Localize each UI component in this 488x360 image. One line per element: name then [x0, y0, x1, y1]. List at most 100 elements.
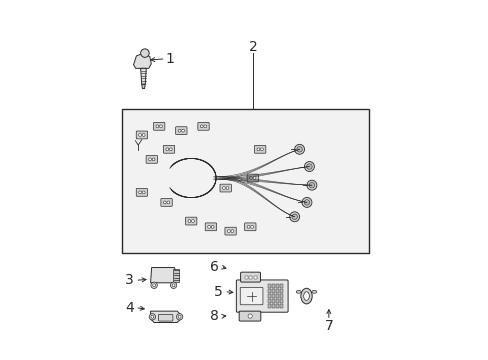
Circle shape — [291, 214, 297, 220]
Bar — [267, 284, 270, 288]
FancyBboxPatch shape — [185, 217, 197, 225]
Circle shape — [191, 220, 194, 222]
Bar — [271, 304, 274, 307]
Circle shape — [139, 134, 142, 136]
Bar — [267, 294, 270, 298]
FancyBboxPatch shape — [158, 314, 173, 321]
Bar — [267, 304, 270, 307]
Polygon shape — [141, 68, 146, 84]
Bar — [276, 294, 279, 298]
Bar — [267, 289, 270, 293]
Bar — [280, 294, 283, 298]
Bar — [271, 289, 274, 293]
Circle shape — [182, 129, 184, 132]
Circle shape — [246, 225, 249, 228]
Circle shape — [250, 225, 253, 228]
Bar — [122, 109, 368, 253]
Circle shape — [294, 144, 304, 154]
FancyBboxPatch shape — [146, 156, 157, 163]
FancyBboxPatch shape — [153, 122, 164, 130]
Bar — [271, 284, 274, 288]
FancyBboxPatch shape — [198, 122, 209, 130]
FancyBboxPatch shape — [239, 311, 260, 321]
Circle shape — [203, 125, 206, 128]
Bar — [267, 299, 270, 303]
Polygon shape — [150, 267, 176, 283]
Circle shape — [304, 162, 314, 171]
Circle shape — [207, 225, 210, 228]
Circle shape — [296, 147, 302, 152]
FancyBboxPatch shape — [246, 174, 258, 182]
Bar — [276, 284, 279, 288]
FancyBboxPatch shape — [220, 184, 231, 192]
Bar — [280, 284, 283, 288]
FancyBboxPatch shape — [161, 198, 172, 206]
Circle shape — [308, 183, 314, 188]
Circle shape — [152, 284, 155, 287]
Circle shape — [139, 191, 142, 194]
Bar — [280, 289, 283, 293]
Circle shape — [249, 177, 252, 179]
Polygon shape — [150, 311, 181, 323]
Circle shape — [141, 49, 149, 57]
Text: 8: 8 — [209, 310, 218, 324]
Circle shape — [142, 134, 145, 136]
Circle shape — [230, 230, 233, 233]
Bar — [271, 294, 274, 298]
Circle shape — [169, 148, 172, 151]
Circle shape — [172, 284, 175, 287]
Circle shape — [148, 158, 151, 161]
Bar — [244, 276, 247, 279]
Bar — [253, 276, 256, 279]
Bar — [271, 299, 274, 303]
Ellipse shape — [300, 288, 311, 304]
FancyBboxPatch shape — [205, 223, 216, 231]
Circle shape — [247, 314, 252, 318]
Bar — [276, 289, 279, 293]
FancyBboxPatch shape — [224, 227, 236, 235]
Circle shape — [227, 230, 230, 233]
Circle shape — [302, 197, 311, 207]
FancyBboxPatch shape — [240, 287, 263, 305]
Circle shape — [289, 212, 299, 222]
Circle shape — [165, 148, 168, 151]
Circle shape — [176, 314, 183, 320]
FancyBboxPatch shape — [163, 145, 174, 153]
Circle shape — [306, 164, 311, 169]
FancyBboxPatch shape — [136, 189, 147, 196]
Circle shape — [260, 148, 263, 151]
FancyBboxPatch shape — [175, 127, 186, 135]
Circle shape — [253, 177, 255, 179]
FancyBboxPatch shape — [136, 131, 147, 139]
Circle shape — [170, 282, 177, 288]
Circle shape — [166, 201, 169, 204]
Text: 4: 4 — [124, 301, 133, 315]
Circle shape — [152, 158, 155, 161]
Circle shape — [225, 186, 228, 189]
Bar — [173, 269, 179, 282]
Circle shape — [178, 129, 181, 132]
FancyBboxPatch shape — [236, 280, 287, 312]
Ellipse shape — [303, 292, 309, 300]
Circle shape — [156, 125, 159, 128]
Circle shape — [151, 315, 153, 318]
Circle shape — [200, 125, 203, 128]
Circle shape — [142, 191, 145, 194]
FancyBboxPatch shape — [240, 272, 260, 282]
Circle shape — [151, 282, 157, 288]
Circle shape — [257, 148, 259, 151]
Text: 1: 1 — [165, 52, 174, 66]
FancyBboxPatch shape — [254, 145, 265, 153]
Circle shape — [178, 315, 181, 318]
Polygon shape — [142, 84, 145, 89]
Polygon shape — [133, 53, 151, 68]
Ellipse shape — [311, 291, 316, 293]
Bar — [276, 299, 279, 303]
Ellipse shape — [296, 291, 301, 293]
Circle shape — [149, 314, 155, 320]
Bar — [280, 299, 283, 303]
Text: 5: 5 — [213, 285, 222, 299]
Text: 7: 7 — [324, 319, 332, 333]
FancyBboxPatch shape — [244, 223, 255, 231]
Circle shape — [159, 125, 162, 128]
